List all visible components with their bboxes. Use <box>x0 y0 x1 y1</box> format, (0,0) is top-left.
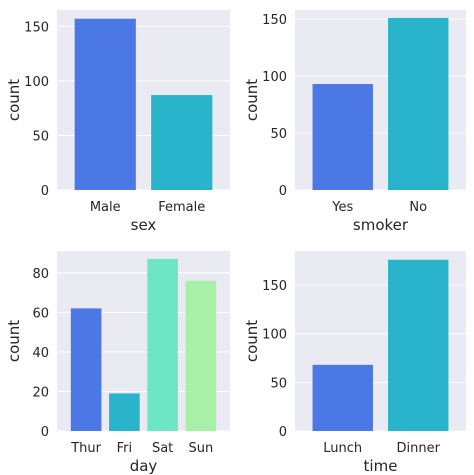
x-axis-label: day <box>130 457 158 475</box>
bar-fri <box>109 393 140 431</box>
y-axis-label: count <box>5 320 23 362</box>
bar-sun <box>185 280 217 431</box>
y-tick-label: 50 <box>270 127 287 142</box>
y-tick-label: 20 <box>32 385 49 400</box>
y-axis-label: count <box>243 320 261 362</box>
chart-panel-day: 0 20 40 60 80 Thur Fri Sat Sun day count <box>5 251 230 475</box>
x-tick-label: No <box>409 200 427 215</box>
bar-thur <box>70 308 102 431</box>
bar-male <box>74 18 136 191</box>
x-tick-label: Yes <box>331 200 353 215</box>
x-tick-label: Female <box>158 200 205 215</box>
x-tick-label: Sat <box>152 441 173 456</box>
y-tick-label: 0 <box>279 184 287 199</box>
y-tick-label: 0 <box>41 425 49 440</box>
x-axis-label: time <box>364 457 398 475</box>
bar-female <box>151 95 213 190</box>
x-axis-label: sex <box>131 216 157 234</box>
y-tick-label: 100 <box>262 328 287 343</box>
y-axis-label: count <box>243 79 261 121</box>
bar-no <box>388 17 449 190</box>
x-axis-label: smoker <box>353 216 409 234</box>
x-tick-label: Dinner <box>397 441 441 456</box>
x-tick-label: Fri <box>117 441 133 456</box>
x-tick-label: Male <box>90 200 121 215</box>
bar-yes <box>312 84 373 190</box>
x-tick-label: Lunch <box>323 441 362 456</box>
y-tick-label: 150 <box>262 279 287 294</box>
y-tick-label: 100 <box>262 70 287 85</box>
y-tick-label: 50 <box>32 129 49 144</box>
bar-lunch <box>312 364 373 431</box>
y-tick-label: 80 <box>32 267 49 282</box>
x-tick-label: Thur <box>70 441 101 456</box>
x-tick-label: Sun <box>189 441 214 456</box>
y-tick-label: 100 <box>24 75 49 90</box>
bar-dinner <box>388 259 449 431</box>
y-tick-label: 150 <box>262 13 287 28</box>
y-tick-label: 0 <box>41 184 49 199</box>
y-tick-label: 0 <box>279 425 287 440</box>
y-tick-label: 60 <box>32 306 49 321</box>
y-axis-label: count <box>5 79 23 121</box>
y-tick-label: 40 <box>32 346 49 361</box>
y-tick-label: 50 <box>270 376 287 391</box>
y-tick-label: 150 <box>24 20 49 35</box>
bar-sat <box>147 258 178 431</box>
